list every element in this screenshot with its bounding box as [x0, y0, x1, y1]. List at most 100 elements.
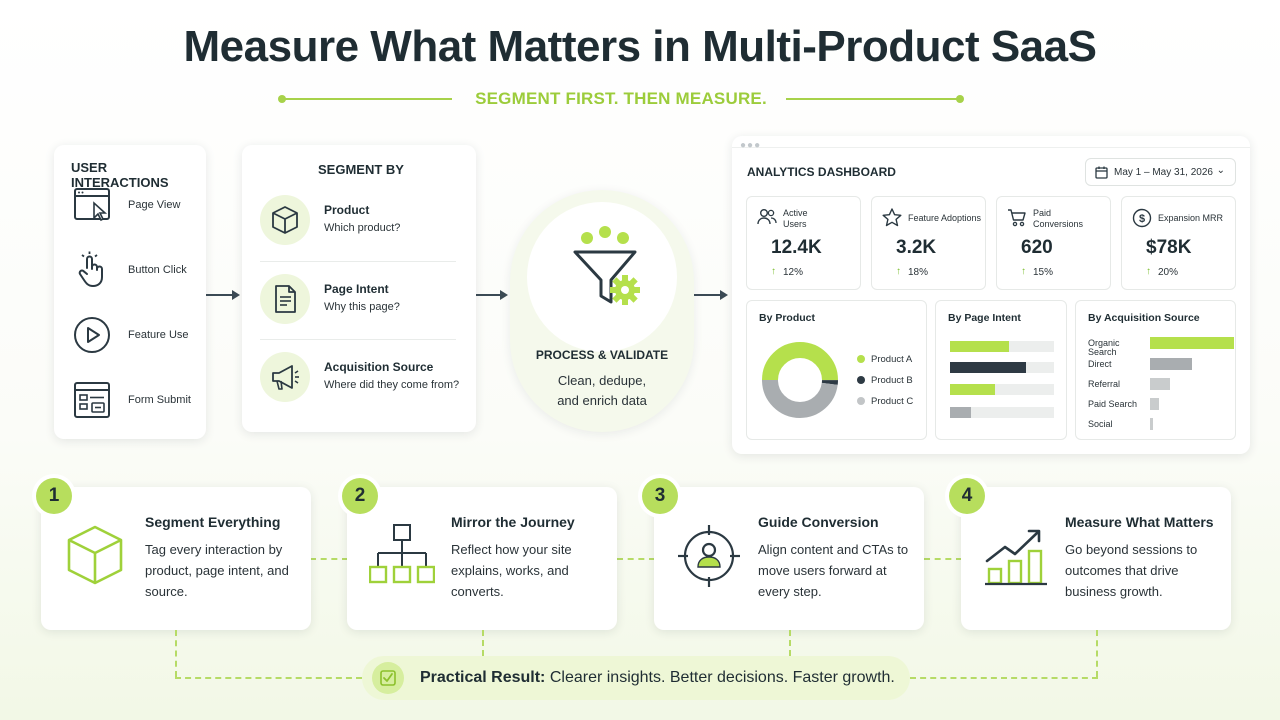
step-number-badge: 2 [342, 478, 378, 514]
kpi-label-line-1: Active [783, 208, 808, 218]
legend-product-c: Product C [857, 396, 913, 407]
step-number-badge: 4 [949, 478, 985, 514]
interaction-feature-use: Feature Use [72, 315, 212, 359]
dashboard-title: ANALYTICS DASHBOARD [747, 165, 896, 179]
page-intent-bar-1 [950, 341, 1010, 352]
subtitle-row: SEGMENT FIRST. THEN MEASURE. [278, 88, 964, 110]
acquisition-source-bar-3 [1150, 378, 1171, 390]
legend-swatch [857, 397, 865, 405]
kpi-label-line-2: Users [783, 219, 807, 229]
users-icon [757, 209, 777, 225]
result-connector [789, 630, 791, 656]
result-icon-circle [372, 662, 404, 694]
result-connector [910, 677, 1098, 679]
kpi-expansion-mrr: $ Expansion MRR $78K ↑ 20% [1121, 196, 1236, 290]
segment-acquisition-source: Acquisition Source Where did they come f… [260, 352, 460, 412]
chevron-down-icon: ⌄ [1216, 165, 1225, 176]
segment-divider [260, 339, 456, 340]
result-connector [1096, 630, 1098, 677]
segment-title: Product [324, 203, 370, 217]
kpi-value: 12.4K [771, 237, 822, 258]
subtitle-dot-right [956, 95, 964, 103]
chart-title: By Page Intent [948, 312, 1021, 324]
date-range-picker[interactable]: May 1 – May 31, 2026 ⌄ [1085, 158, 1236, 186]
kpi-value: 620 [1021, 237, 1053, 258]
legend-product-b: Product B [857, 375, 913, 386]
result-connector [482, 630, 484, 656]
cube-icon [272, 206, 298, 234]
process-subtitle-line-2: and enrich data [557, 393, 647, 408]
kpi-change: 20% [1158, 267, 1179, 278]
cart-icon [1008, 209, 1026, 227]
play-circle-icon [74, 317, 110, 353]
megaphone-icon [272, 365, 299, 390]
kpi-value: 3.2K [896, 237, 937, 258]
acquisition-source-label: Referral [1088, 379, 1121, 389]
calendar-icon [1095, 166, 1108, 179]
growth-chart-icon [985, 529, 1047, 586]
process-title: PROCESS & VALIDATE [535, 348, 669, 362]
kpi-feature-adoptions: Feature Adoptions 3.2K ↑ 18% [871, 196, 986, 290]
arrow-up-icon: ↑ [896, 266, 901, 277]
interaction-button-click: Button Click [72, 250, 212, 294]
practical-result-label: Practical Result: [420, 669, 546, 686]
segment-by-card: SEGMENT BY Product Which product? Page I… [242, 145, 476, 432]
practical-result-body: Clearer insights. Better decisions. Fast… [545, 669, 895, 686]
practical-result-banner: Practical Result: Clearer insights. Bett… [362, 656, 910, 700]
page-intent-bar-track [950, 384, 1054, 395]
step-title: Measure What Matters [1065, 514, 1214, 530]
segment-product: Product Which product? [260, 195, 460, 255]
segment-title: Acquisition Source [324, 360, 434, 374]
flow-arrow-1 [206, 290, 240, 300]
acquisition-source-bar-1 [1150, 337, 1234, 349]
interaction-form-submit: Form Submit [72, 380, 212, 424]
user-interactions-card: USER INTERACTIONS Page View Button Click… [54, 145, 206, 439]
step-guide-conversion: Guide Conversion Align content and CTAs … [654, 487, 924, 630]
segment-divider [260, 261, 456, 262]
panel-by-page-intent: By Page Intent [935, 300, 1067, 440]
acquisition-source-bar-5 [1150, 418, 1153, 430]
segment-subtitle: Which product? [324, 222, 401, 234]
chart-title: By Product [759, 312, 816, 324]
funnel-gear-icon [573, 226, 640, 305]
step-connector [617, 558, 655, 560]
subtitle-line-left [282, 98, 452, 100]
kpi-value: $78K [1146, 237, 1192, 258]
interaction-label: Button Click [128, 264, 187, 276]
document-icon [275, 285, 296, 313]
kpi-change: 18% [908, 267, 929, 278]
step-title: Guide Conversion [758, 514, 879, 530]
kpi-change: 15% [1033, 267, 1054, 278]
step-number-badge: 3 [642, 478, 678, 514]
panel-by-acquisition-source: By Acquisition Source Organic Search Dire… [1075, 300, 1236, 440]
dollar-icon: $ [1132, 208, 1152, 228]
arrow-up-icon: ↑ [771, 266, 776, 277]
legend-label: Product B [871, 375, 913, 386]
segment-by-heading: SEGMENT BY [318, 162, 404, 177]
interaction-label: Feature Use [128, 329, 189, 341]
hand-click-icon [78, 251, 103, 287]
acquisition-source-bar-2 [1150, 358, 1192, 370]
dashboard-window-bar [732, 136, 1250, 148]
donut-slice-3 [762, 342, 838, 418]
step-connector [310, 558, 348, 560]
hierarchy-icon [369, 524, 435, 584]
donut-chart [762, 342, 838, 418]
page-intent-bar-track [950, 362, 1054, 373]
page-intent-bar-4 [950, 407, 971, 418]
step-measure-what-matters: Measure What Matters Go beyond sessions … [961, 487, 1231, 630]
subtitle-line-right [786, 98, 960, 100]
kpi-label: Active Users [783, 208, 808, 230]
page-intent-bar-2 [950, 362, 1026, 373]
step-body: Align content and CTAs to move users for… [758, 542, 909, 599]
interaction-page-view: Page View [72, 185, 212, 229]
interaction-label: Form Submit [128, 394, 191, 406]
flow-arrow-2 [476, 290, 508, 300]
browser-cursor-icon [74, 188, 110, 222]
acquisition-source-label: Paid Search [1088, 399, 1138, 409]
page-intent-bar-track [950, 407, 1054, 418]
step-body: Go beyond sessions to outcomes that driv… [1065, 542, 1198, 599]
step-connector [924, 558, 962, 560]
cube-outline-icon [67, 525, 123, 585]
legend-swatch [857, 355, 865, 363]
